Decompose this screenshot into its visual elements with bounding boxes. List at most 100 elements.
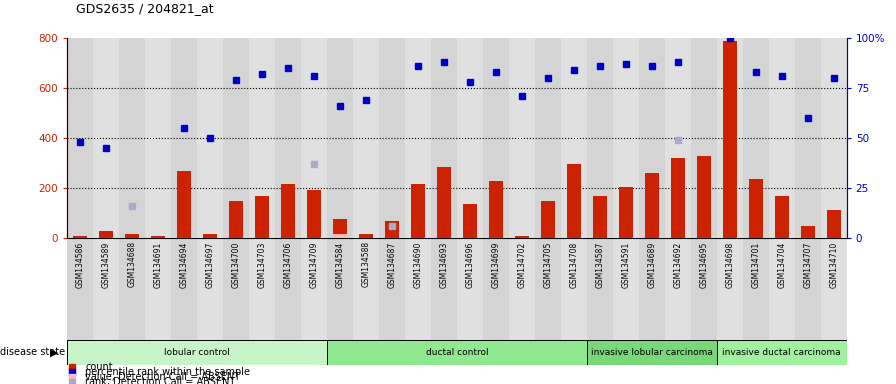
Text: GSM134697: GSM134697: [205, 241, 215, 288]
Bar: [333, 219, 347, 238]
Bar: [327, 238, 353, 346]
Bar: [67, 340, 327, 365]
Text: GSM134703: GSM134703: [257, 241, 267, 288]
Bar: [359, 234, 373, 238]
Bar: [821, 238, 847, 346]
Bar: [567, 164, 581, 238]
Bar: [333, 234, 347, 238]
Text: percentile rank within the sample: percentile rank within the sample: [85, 367, 250, 377]
Text: GSM134584: GSM134584: [335, 241, 345, 288]
Text: GSM134587: GSM134587: [595, 241, 605, 288]
Text: invasive lobular carcinoma: invasive lobular carcinoma: [590, 348, 713, 357]
Text: GSM134586: GSM134586: [75, 241, 85, 288]
Bar: [223, 238, 249, 346]
Bar: [411, 184, 425, 238]
Bar: [535, 238, 561, 346]
Bar: [827, 210, 840, 238]
Bar: [229, 201, 243, 238]
Text: GSM134688: GSM134688: [127, 241, 137, 288]
Bar: [301, 238, 327, 346]
Bar: [717, 38, 743, 238]
Bar: [587, 340, 717, 365]
Bar: [613, 38, 639, 238]
Bar: [307, 190, 321, 238]
Bar: [515, 236, 529, 238]
Bar: [145, 38, 171, 238]
Bar: [119, 38, 145, 238]
Bar: [281, 184, 295, 238]
Text: GSM134707: GSM134707: [803, 241, 813, 288]
Bar: [587, 238, 613, 346]
Bar: [431, 238, 457, 346]
Text: GSM134708: GSM134708: [569, 241, 579, 288]
Bar: [431, 38, 457, 238]
Bar: [483, 38, 509, 238]
Bar: [749, 179, 762, 238]
Bar: [587, 38, 613, 238]
Bar: [775, 196, 788, 238]
Bar: [457, 38, 483, 238]
Bar: [93, 238, 119, 346]
Bar: [275, 238, 301, 346]
Bar: [457, 238, 483, 346]
Text: GSM134692: GSM134692: [673, 241, 683, 288]
Bar: [255, 196, 269, 238]
Bar: [405, 38, 431, 238]
Text: GSM134694: GSM134694: [179, 241, 189, 288]
Bar: [717, 340, 847, 365]
Bar: [561, 238, 587, 346]
Bar: [275, 38, 301, 238]
Bar: [795, 238, 821, 346]
Bar: [717, 238, 743, 346]
Bar: [145, 238, 171, 346]
Bar: [301, 38, 327, 238]
Bar: [327, 340, 587, 365]
Bar: [697, 156, 711, 238]
Bar: [171, 238, 197, 346]
Text: count: count: [85, 362, 113, 372]
Bar: [197, 238, 223, 346]
Bar: [203, 234, 217, 238]
Bar: [171, 38, 197, 238]
Bar: [561, 38, 587, 238]
Bar: [249, 238, 275, 346]
Bar: [723, 41, 737, 238]
Bar: [125, 234, 139, 238]
Bar: [691, 38, 717, 238]
Bar: [691, 238, 717, 346]
Bar: [509, 38, 535, 238]
Bar: [353, 38, 379, 238]
Text: GSM134710: GSM134710: [829, 241, 839, 288]
Text: GSM134591: GSM134591: [621, 241, 631, 288]
Text: GSM134698: GSM134698: [725, 241, 735, 288]
Bar: [665, 238, 691, 346]
Text: GSM134690: GSM134690: [413, 241, 423, 288]
Bar: [639, 38, 665, 238]
Text: GSM134691: GSM134691: [153, 241, 163, 288]
Bar: [671, 158, 685, 238]
Bar: [379, 238, 405, 346]
Bar: [821, 38, 847, 238]
Text: GSM134696: GSM134696: [465, 241, 475, 288]
Bar: [665, 38, 691, 238]
Text: GSM134705: GSM134705: [543, 241, 553, 288]
Bar: [353, 238, 379, 346]
Bar: [509, 238, 535, 346]
Bar: [385, 220, 399, 238]
Bar: [197, 38, 223, 238]
Text: GDS2635 / 204821_at: GDS2635 / 204821_at: [76, 2, 214, 15]
Text: invasive ductal carcinoma: invasive ductal carcinoma: [722, 348, 841, 357]
Bar: [769, 238, 795, 346]
Bar: [619, 187, 633, 238]
Text: GSM134693: GSM134693: [439, 241, 449, 288]
Text: GSM134702: GSM134702: [517, 241, 527, 288]
Text: GSM134699: GSM134699: [491, 241, 501, 288]
Bar: [405, 238, 431, 346]
Bar: [743, 38, 769, 238]
Bar: [483, 238, 509, 346]
Bar: [67, 38, 93, 238]
Bar: [223, 38, 249, 238]
Bar: [593, 195, 607, 238]
Bar: [177, 171, 191, 238]
Text: value, Detection Call = ABSENT: value, Detection Call = ABSENT: [85, 372, 240, 382]
